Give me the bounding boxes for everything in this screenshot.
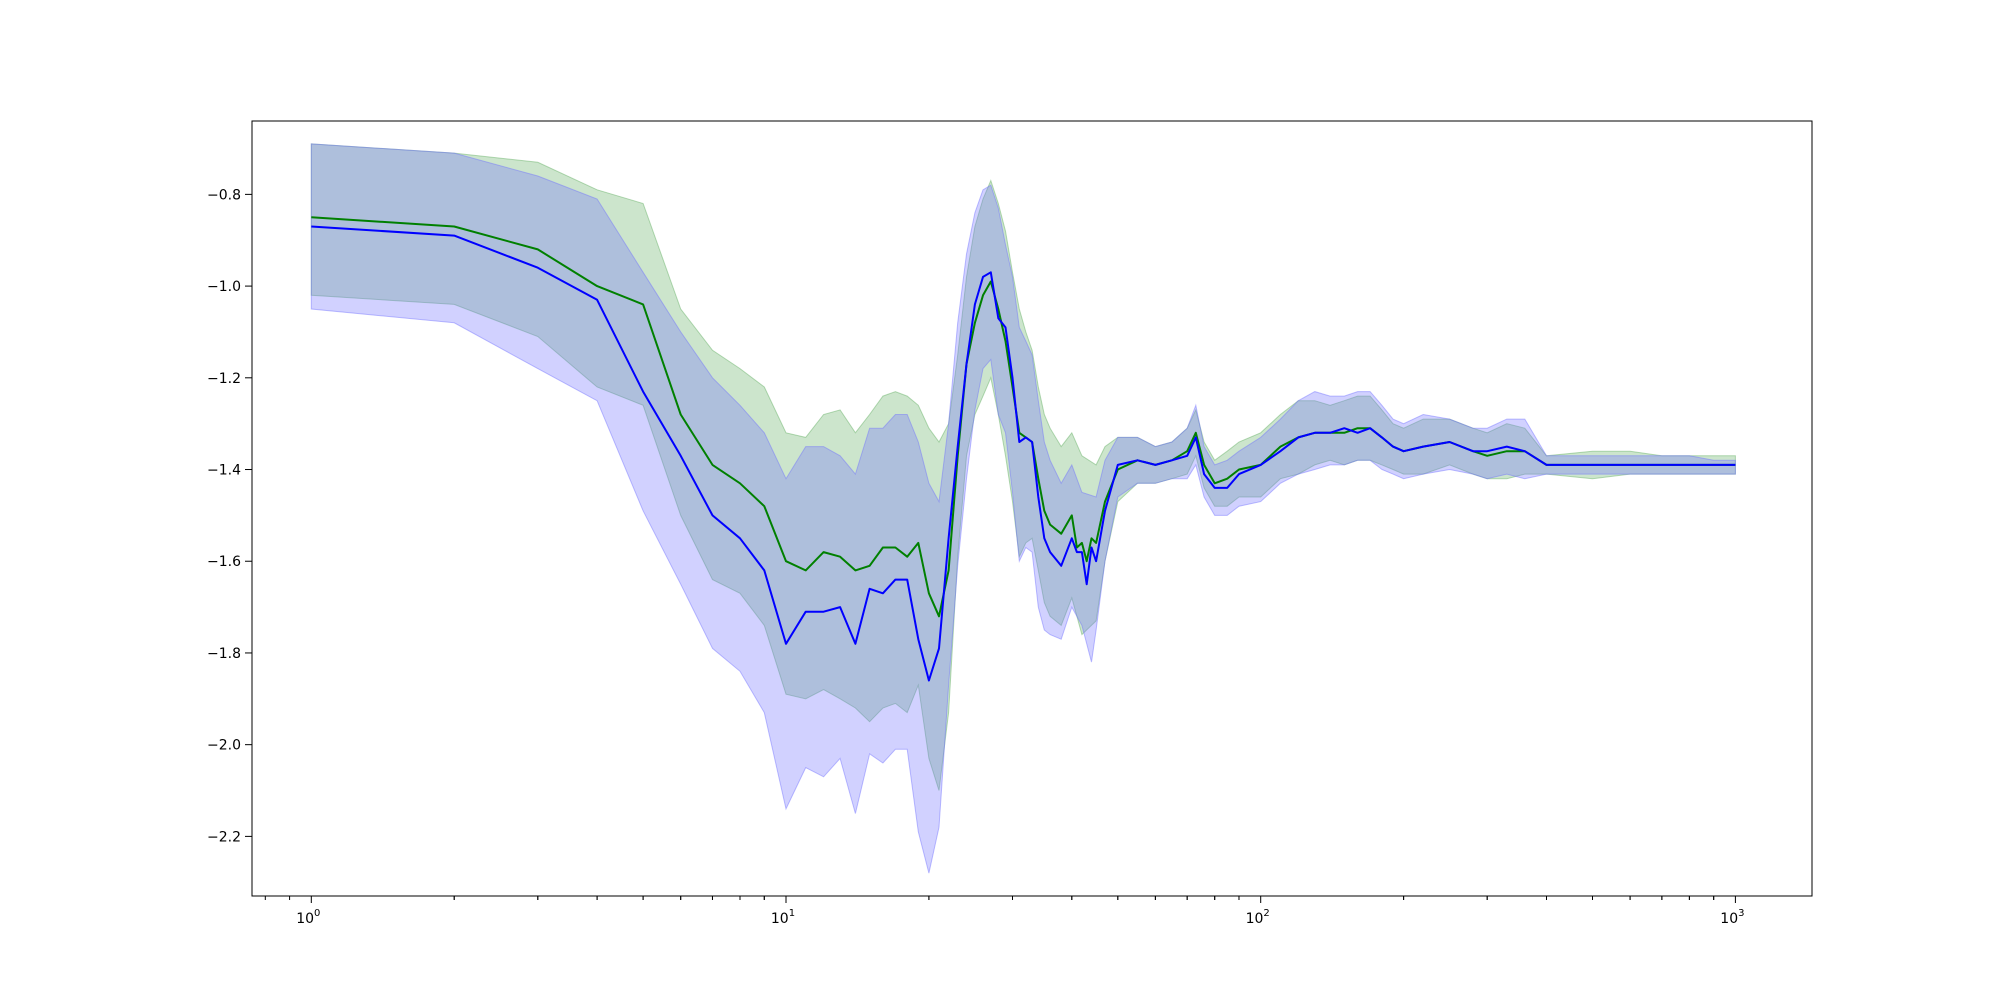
series-2-band <box>310 143 1736 874</box>
x-axis: 100 101 102 103 <box>264 896 1745 927</box>
y-tick-label: −1.2 <box>207 371 241 387</box>
series-lines <box>311 216 1736 682</box>
x-tick-label: 102 <box>1246 908 1270 927</box>
y-tick-label: −1.8 <box>207 646 241 662</box>
y-tick-label: −0.8 <box>207 187 241 203</box>
y-tick-label: −1.4 <box>207 463 241 479</box>
series-1-band <box>310 143 1736 791</box>
x-tick-label: 100 <box>296 908 320 927</box>
confidence-bands <box>310 143 1736 874</box>
y-tick-label: −1.6 <box>207 554 241 570</box>
y-tick-label: −2.0 <box>207 738 241 754</box>
y-tick-label: −2.2 <box>207 829 241 845</box>
x-tick-label: 103 <box>1720 908 1744 927</box>
y-axis: −0.8 −1.0 −1.2 −1.4 −1.6 −1.8 −2.0 −2.2 <box>207 187 252 845</box>
y-tick-label: −1.0 <box>207 279 241 295</box>
series-2-line <box>311 225 1736 682</box>
plot-frame <box>251 120 1813 897</box>
x-tick-label: 101 <box>771 908 795 927</box>
